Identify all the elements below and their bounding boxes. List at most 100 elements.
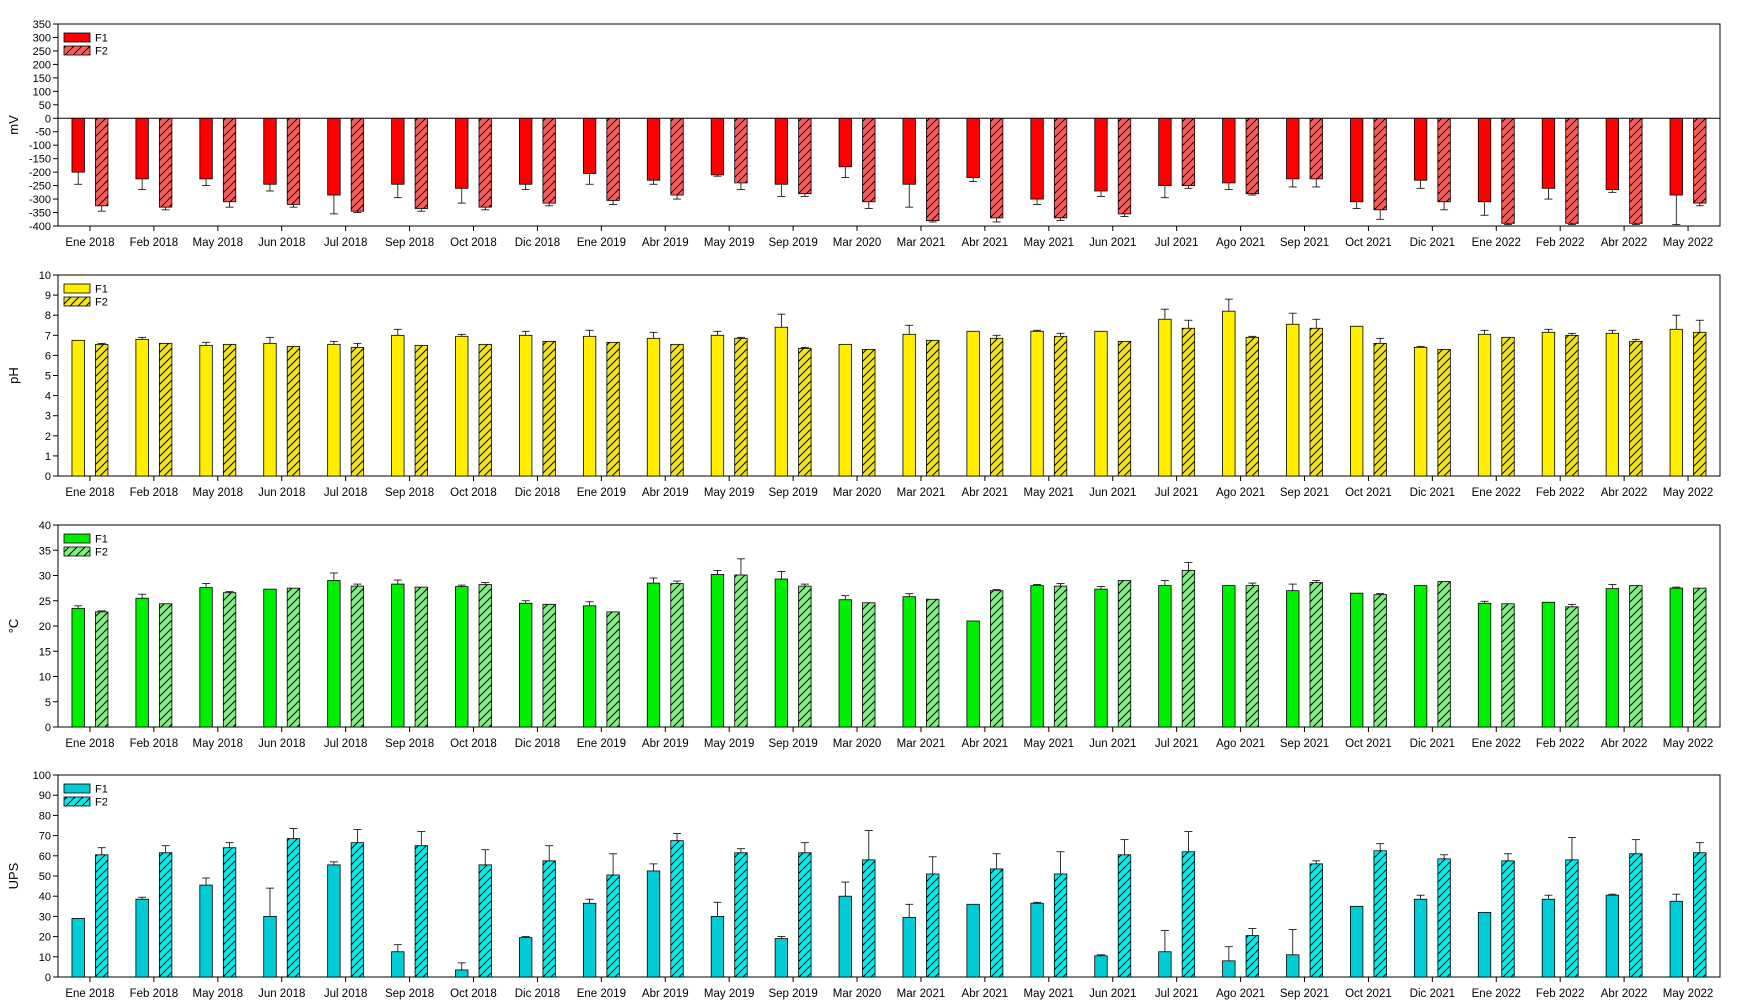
legend-label: F2	[95, 797, 108, 809]
bar-f1	[199, 587, 213, 728]
bar-f1	[1158, 585, 1172, 728]
x-tick-label: Jun 2021	[1089, 237, 1136, 249]
x-tick-label: Jul 2021	[1155, 738, 1198, 750]
x-tick-label: Abr 2019	[642, 738, 689, 750]
bar-f2	[95, 117, 109, 207]
x-tick-label: Dic 2021	[1410, 237, 1455, 249]
bar-f2	[158, 852, 173, 978]
y-tick-label: 350	[33, 19, 51, 31]
y-tick-label: 7	[45, 330, 51, 342]
bar-f2	[862, 117, 876, 203]
bar-f2	[1245, 935, 1259, 978]
x-tick-label: Ene 2022	[1472, 487, 1521, 499]
y-tick-label: 10	[39, 672, 51, 684]
y-tick-label: 80	[39, 810, 51, 822]
x-tick-label: Oct 2021	[1345, 237, 1392, 249]
x-tick-label: Jun 2018	[258, 988, 305, 1000]
x-tick-label: Sep 2021	[1280, 988, 1329, 1000]
bar-f2	[1053, 117, 1068, 219]
bar-f2	[670, 343, 684, 477]
x-tick-label: Feb 2022	[1536, 988, 1585, 1000]
bar-f1	[327, 117, 341, 196]
y-tick-label: 70	[39, 831, 51, 843]
bar-f1	[1222, 960, 1236, 978]
y-tick-label: 1	[45, 451, 51, 463]
bar-f1	[838, 343, 852, 477]
x-tick-label: Jul 2021	[1155, 487, 1198, 499]
y-tick-label: -150	[29, 154, 51, 166]
bar-f1	[582, 335, 597, 477]
bar-f1	[1669, 587, 1683, 728]
bar-f2	[1181, 851, 1196, 978]
bar-f2	[1373, 594, 1387, 728]
x-tick-label: Feb 2022	[1536, 738, 1585, 750]
y-tick-label: -100	[29, 140, 51, 152]
bar-f2	[414, 845, 428, 978]
y-tick-label: 250	[33, 46, 51, 58]
bar-f1	[710, 574, 725, 728]
bar-f1	[1158, 951, 1172, 978]
bar-f1	[774, 578, 789, 728]
x-tick-label: Sep 2018	[385, 487, 434, 499]
x-tick-label: Ene 2019	[577, 237, 626, 249]
x-tick-label: May 2022	[1663, 988, 1714, 1000]
bar-f2	[1373, 117, 1387, 211]
bar-f2	[1181, 570, 1196, 728]
bar-f2	[989, 868, 1004, 978]
x-tick-label: Ene 2022	[1472, 988, 1521, 1000]
bar-f1	[1350, 325, 1364, 477]
y-tick-label: -400	[29, 221, 51, 233]
bar-f1	[1222, 117, 1236, 184]
bar-f1	[646, 582, 661, 728]
x-tick-label: May 2022	[1663, 237, 1714, 249]
bar-f1	[391, 583, 405, 728]
legend-swatch	[63, 45, 91, 56]
x-tick-label: Feb 2018	[130, 237, 179, 249]
bar-f1	[1286, 117, 1300, 180]
y-tick-label: 50	[39, 100, 51, 112]
y-tick-label: -350	[29, 208, 51, 220]
y-tick-label: 0	[45, 722, 51, 734]
bar-f2	[286, 587, 301, 728]
x-tick-label: May 2019	[704, 487, 755, 499]
x-tick-label: Ene 2018	[65, 237, 114, 249]
x-tick-label: Mar 2020	[833, 738, 882, 750]
y-tick-label: 150	[33, 73, 51, 85]
bar-f1	[263, 588, 277, 728]
bar-f2	[798, 852, 812, 978]
bar-f1	[1477, 333, 1492, 477]
bar-f2	[926, 873, 940, 978]
bar-f2	[989, 117, 1004, 219]
bar-f1	[1030, 902, 1044, 978]
bar-f1	[199, 344, 213, 477]
bar-f2	[542, 117, 556, 204]
bar-f1	[1094, 588, 1108, 728]
bar-f2	[926, 598, 940, 728]
x-tick-label: May 2018	[193, 237, 244, 249]
x-tick-label: Oct 2018	[450, 738, 497, 750]
x-tick-label: Oct 2018	[450, 988, 497, 1000]
bar-f2	[414, 586, 428, 728]
bar-f2	[989, 337, 1004, 477]
bar-f1	[1541, 898, 1556, 978]
bar-f1	[1094, 330, 1108, 477]
bar-f1	[455, 586, 469, 728]
x-tick-label: Sep 2019	[768, 487, 817, 499]
bar-f2	[1117, 117, 1132, 215]
bar-f1	[902, 596, 916, 728]
bar-f1	[1030, 117, 1044, 200]
x-tick-label: Ene 2022	[1472, 237, 1521, 249]
x-tick-label: Mar 2020	[833, 487, 882, 499]
x-tick-label: Abr 2019	[642, 988, 689, 1000]
x-tick-label: Dic 2018	[515, 738, 560, 750]
y-tick-label: -200	[29, 167, 51, 179]
plot-frame	[57, 274, 1721, 477]
bar-f2	[734, 337, 748, 477]
y-tick-label: 90	[39, 790, 51, 802]
x-tick-label: Oct 2021	[1345, 738, 1392, 750]
bar-f2	[862, 348, 876, 477]
bar-f1	[1030, 585, 1044, 728]
bar-f2	[1117, 340, 1132, 477]
bar-f1	[519, 937, 533, 978]
